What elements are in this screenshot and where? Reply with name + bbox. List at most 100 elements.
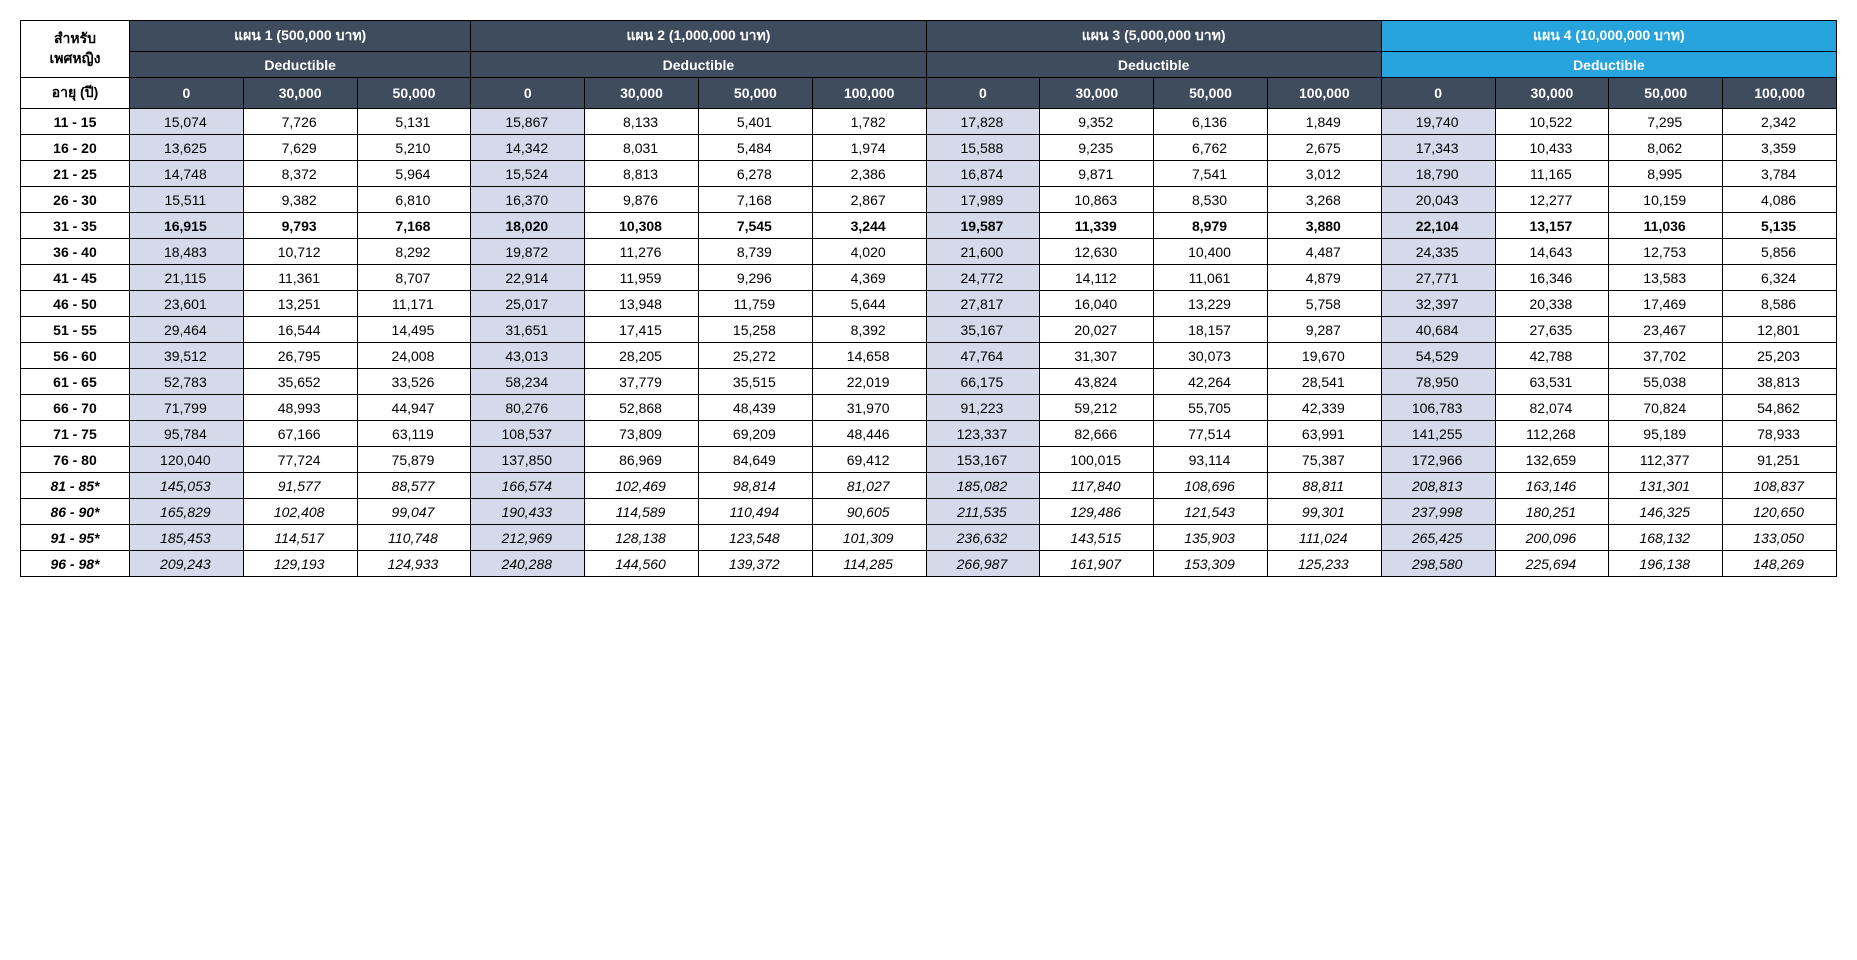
value-cell: 110,748 bbox=[357, 525, 471, 551]
tier-header: 50,000 bbox=[357, 78, 471, 109]
value-cell: 29,464 bbox=[129, 317, 243, 343]
tier-header: 100,000 bbox=[812, 78, 926, 109]
value-cell: 168,132 bbox=[1609, 525, 1723, 551]
value-cell: 18,157 bbox=[1154, 317, 1268, 343]
value-cell: 298,580 bbox=[1381, 551, 1495, 577]
value-cell: 15,511 bbox=[129, 187, 243, 213]
value-cell: 40,684 bbox=[1381, 317, 1495, 343]
tier-header: 100,000 bbox=[1267, 78, 1381, 109]
value-cell: 112,377 bbox=[1609, 447, 1723, 473]
value-cell: 14,658 bbox=[812, 343, 926, 369]
tier-header: 50,000 bbox=[1154, 78, 1268, 109]
value-cell: 3,268 bbox=[1267, 187, 1381, 213]
value-cell: 9,871 bbox=[1040, 161, 1154, 187]
value-cell: 129,193 bbox=[243, 551, 357, 577]
age-range-cell: 46 - 50 bbox=[21, 291, 130, 317]
value-cell: 153,309 bbox=[1154, 551, 1268, 577]
corner-line2: เพศหญิง bbox=[27, 49, 123, 69]
tier-header: 0 bbox=[129, 78, 243, 109]
value-cell: 144,560 bbox=[585, 551, 699, 577]
table-row: 16 - 2013,6257,6295,21014,3428,0315,4841… bbox=[21, 135, 1837, 161]
value-cell: 95,784 bbox=[129, 421, 243, 447]
value-cell: 10,308 bbox=[585, 213, 699, 239]
value-cell: 42,264 bbox=[1154, 369, 1268, 395]
age-range-cell: 51 - 55 bbox=[21, 317, 130, 343]
value-cell: 120,040 bbox=[129, 447, 243, 473]
value-cell: 143,515 bbox=[1040, 525, 1154, 551]
value-cell: 135,903 bbox=[1154, 525, 1268, 551]
premium-table: สำหรับเพศหญิงแผน 1 (500,000 บาท)แผน 2 (1… bbox=[20, 20, 1837, 577]
value-cell: 7,168 bbox=[357, 213, 471, 239]
value-cell: 58,234 bbox=[471, 369, 585, 395]
value-cell: 16,915 bbox=[129, 213, 243, 239]
value-cell: 161,907 bbox=[1040, 551, 1154, 577]
deductible-header: Deductible bbox=[129, 52, 470, 78]
age-range-cell: 86 - 90* bbox=[21, 499, 130, 525]
value-cell: 15,588 bbox=[926, 135, 1040, 161]
value-cell: 131,301 bbox=[1609, 473, 1723, 499]
value-cell: 108,537 bbox=[471, 421, 585, 447]
value-cell: 13,251 bbox=[243, 291, 357, 317]
value-cell: 17,989 bbox=[926, 187, 1040, 213]
value-cell: 55,038 bbox=[1609, 369, 1723, 395]
value-cell: 63,119 bbox=[357, 421, 471, 447]
value-cell: 10,433 bbox=[1495, 135, 1609, 161]
table-row: 61 - 6552,78335,65233,52658,23437,77935,… bbox=[21, 369, 1837, 395]
value-cell: 7,295 bbox=[1609, 109, 1723, 135]
tier-header: 50,000 bbox=[698, 78, 812, 109]
value-cell: 141,255 bbox=[1381, 421, 1495, 447]
value-cell: 132,659 bbox=[1495, 447, 1609, 473]
value-cell: 54,862 bbox=[1723, 395, 1837, 421]
age-header: อายุ (ปี) bbox=[21, 78, 130, 109]
age-range-cell: 16 - 20 bbox=[21, 135, 130, 161]
value-cell: 39,512 bbox=[129, 343, 243, 369]
value-cell: 17,343 bbox=[1381, 135, 1495, 161]
value-cell: 20,338 bbox=[1495, 291, 1609, 317]
value-cell: 110,494 bbox=[698, 499, 812, 525]
value-cell: 8,133 bbox=[585, 109, 699, 135]
value-cell: 52,868 bbox=[585, 395, 699, 421]
value-cell: 8,031 bbox=[585, 135, 699, 161]
age-range-cell: 11 - 15 bbox=[21, 109, 130, 135]
value-cell: 3,359 bbox=[1723, 135, 1837, 161]
value-cell: 35,652 bbox=[243, 369, 357, 395]
value-cell: 145,053 bbox=[129, 473, 243, 499]
value-cell: 146,325 bbox=[1609, 499, 1723, 525]
age-range-cell: 21 - 25 bbox=[21, 161, 130, 187]
deductible-header: Deductible bbox=[471, 52, 926, 78]
value-cell: 123,337 bbox=[926, 421, 1040, 447]
value-cell: 13,948 bbox=[585, 291, 699, 317]
value-cell: 266,987 bbox=[926, 551, 1040, 577]
value-cell: 26,795 bbox=[243, 343, 357, 369]
value-cell: 7,168 bbox=[698, 187, 812, 213]
age-range-cell: 81 - 85* bbox=[21, 473, 130, 499]
table-row: 91 - 95*185,453114,517110,748212,969128,… bbox=[21, 525, 1837, 551]
value-cell: 25,017 bbox=[471, 291, 585, 317]
value-cell: 11,276 bbox=[585, 239, 699, 265]
value-cell: 148,269 bbox=[1723, 551, 1837, 577]
value-cell: 25,272 bbox=[698, 343, 812, 369]
corner-line1: สำหรับ bbox=[27, 29, 123, 49]
value-cell: 63,531 bbox=[1495, 369, 1609, 395]
value-cell: 13,625 bbox=[129, 135, 243, 161]
value-cell: 31,651 bbox=[471, 317, 585, 343]
value-cell: 209,243 bbox=[129, 551, 243, 577]
value-cell: 55,705 bbox=[1154, 395, 1268, 421]
value-cell: 44,947 bbox=[357, 395, 471, 421]
value-cell: 63,991 bbox=[1267, 421, 1381, 447]
value-cell: 1,849 bbox=[1267, 109, 1381, 135]
value-cell: 20,027 bbox=[1040, 317, 1154, 343]
value-cell: 12,753 bbox=[1609, 239, 1723, 265]
value-cell: 6,324 bbox=[1723, 265, 1837, 291]
value-cell: 28,205 bbox=[585, 343, 699, 369]
value-cell: 2,675 bbox=[1267, 135, 1381, 161]
value-cell: 163,146 bbox=[1495, 473, 1609, 499]
value-cell: 3,244 bbox=[812, 213, 926, 239]
value-cell: 114,285 bbox=[812, 551, 926, 577]
value-cell: 5,135 bbox=[1723, 213, 1837, 239]
value-cell: 12,277 bbox=[1495, 187, 1609, 213]
age-range-cell: 71 - 75 bbox=[21, 421, 130, 447]
value-cell: 4,086 bbox=[1723, 187, 1837, 213]
value-cell: 5,856 bbox=[1723, 239, 1837, 265]
table-row: 76 - 80120,04077,72475,879137,85086,9698… bbox=[21, 447, 1837, 473]
